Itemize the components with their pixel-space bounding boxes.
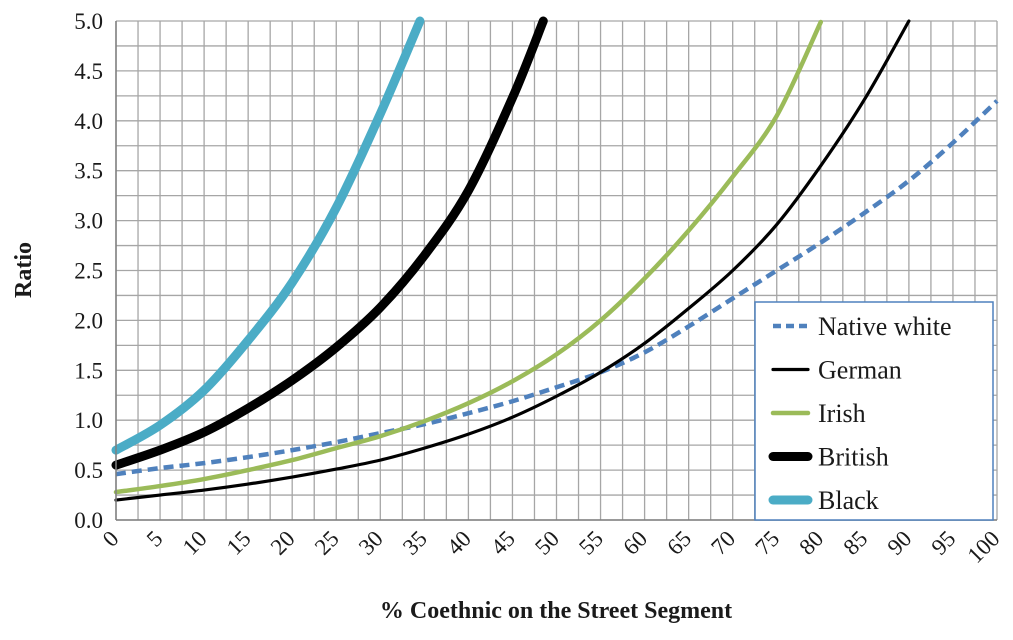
x-tick-label: 60 (618, 526, 652, 560)
y-tick-label: 4.0 (74, 109, 103, 134)
x-tick-label: 50 (530, 526, 564, 560)
legend-label-black: Black (818, 486, 879, 515)
x-tick-label: 55 (574, 526, 608, 560)
series-lines (111, 16, 999, 502)
series-line-irish (113, 19, 824, 495)
x-tick-label: 100 (962, 526, 1004, 568)
series-line-british (111, 16, 548, 470)
x-tick-label: 80 (794, 526, 828, 560)
x-tick-label: 40 (442, 526, 476, 560)
y-tick-label: 3.5 (74, 159, 103, 184)
legend: Native white German Irish British Black (754, 301, 994, 521)
y-tick-label: 1.0 (74, 408, 103, 433)
series-line-black (111, 16, 425, 455)
y-tick-label: 2.0 (74, 308, 103, 333)
y-tick-label: 0.0 (74, 508, 103, 533)
legend-label-native-white: Native white (818, 312, 952, 341)
y-axis-title: Ratio (11, 242, 37, 298)
x-tick-label: 45 (486, 526, 520, 560)
x-tick-labels: 0 5 10 15 20 25 30 35 40 45 50 55 60 65 70 75 80 85 90 95 10… (98, 526, 1005, 568)
x-tick-label: 20 (266, 526, 300, 560)
legend-label-british: British (818, 443, 889, 472)
x-tick-label: 25 (310, 526, 344, 560)
x-tick-label: 70 (706, 526, 740, 560)
x-tick-label: 85 (838, 526, 872, 560)
x-tick-label: 65 (662, 526, 696, 560)
x-tick-label: 75 (750, 526, 784, 560)
x-tick-label: 5 (142, 526, 168, 552)
y-tick-label: 3.0 (74, 209, 103, 234)
x-tick-label: 15 (222, 526, 256, 560)
y-tick-label: 2.5 (74, 259, 103, 284)
x-tick-label: 30 (354, 526, 388, 560)
series-line-german (114, 19, 911, 502)
y-tick-label: 1.5 (74, 358, 103, 383)
x-tick-label: 95 (927, 526, 961, 560)
x-axis-title: % Coethnic on the Street Segment (380, 598, 732, 624)
legend-label-irish: Irish (818, 399, 866, 428)
y-tick-label: 5.0 (74, 9, 103, 34)
x-tick-label: 90 (882, 526, 916, 560)
y-tick-labels: 0.0 0.5 1.0 1.5 2.0 2.5 3.0 3.5 4.0 4.5 5.0 (74, 9, 103, 533)
x-tick-label: 35 (398, 526, 432, 560)
series-line-native-white (115, 99, 999, 477)
y-tick-label: 0.5 (74, 458, 103, 483)
legend-label-german: German (818, 356, 902, 385)
x-tick-label: 0 (98, 526, 124, 552)
y-tick-label: 4.5 (74, 59, 103, 84)
x-tick-label: 10 (178, 526, 212, 560)
